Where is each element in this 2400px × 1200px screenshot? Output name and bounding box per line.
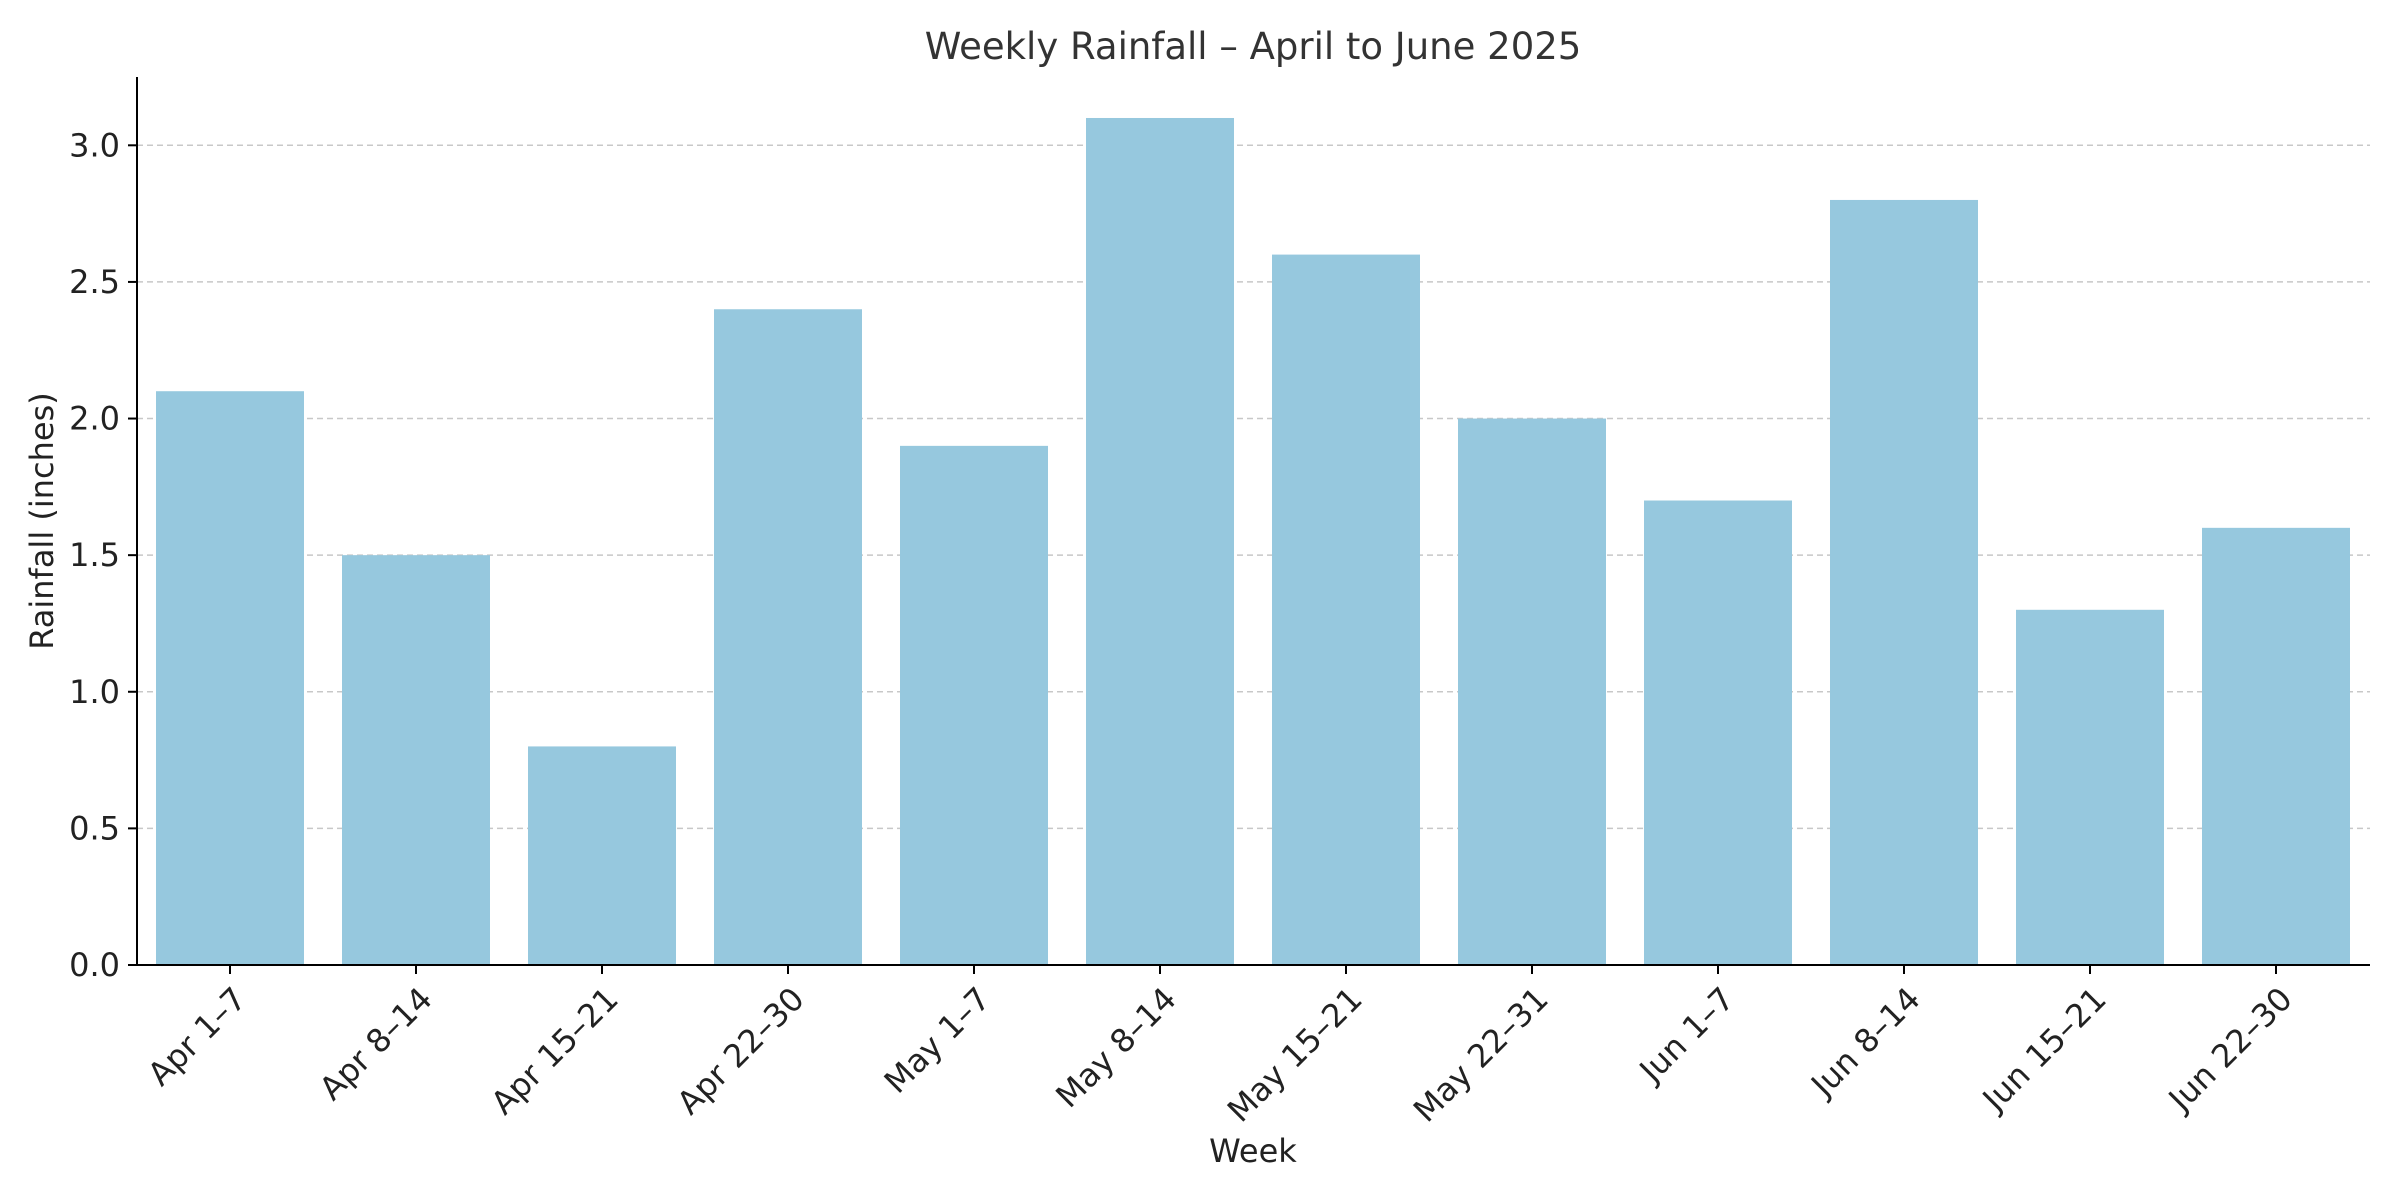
bar	[528, 746, 676, 965]
x-axis-label: Week	[1209, 1132, 1297, 1170]
y-tick-label: 0.0	[69, 946, 120, 984]
bar	[1830, 199, 1978, 965]
x-tick-label: Apr 1–7	[140, 980, 253, 1093]
grid-lines	[137, 144, 2370, 830]
x-ticks: Apr 1–7 Apr 8–14 Apr 15–21 Apr 22–30 May 1–7…	[140, 965, 2300, 1130]
x-tick-label: May 8–14	[1048, 980, 1183, 1115]
x-tick-label: May 15–21	[1220, 980, 1370, 1130]
y-ticks: 0.0 0.5 1.0 1.5 2.0 2.5 3.0	[69, 126, 137, 984]
y-axis-label: Rainfall (inches)	[23, 392, 61, 650]
x-tick-label: Apr 8–14	[312, 980, 440, 1108]
bar	[900, 445, 1048, 965]
bar	[1644, 500, 1792, 965]
y-tick-label: 1.0	[69, 673, 120, 711]
bar	[2202, 527, 2350, 965]
bar	[714, 309, 862, 965]
y-tick-label: 2.0	[69, 400, 120, 438]
x-tick-label: Jun 1–7	[1631, 980, 1742, 1091]
bar	[1086, 117, 1234, 965]
chart-title: Weekly Rainfall – April to June 2025	[925, 25, 1582, 68]
y-tick-label: 2.5	[69, 263, 120, 301]
axes	[136, 77, 2370, 966]
x-tick-label: Apr 15–21	[484, 980, 626, 1122]
bar	[342, 555, 490, 965]
y-tick-label: 0.5	[69, 809, 120, 847]
x-tick-label: Jun 22–30	[2160, 980, 2300, 1120]
bars	[156, 117, 2350, 966]
x-tick-label: Jun 15–21	[1974, 980, 2114, 1120]
y-tick-label: 3.0	[69, 126, 120, 164]
x-tick-label: Jun 8–14	[1802, 980, 1927, 1105]
bar	[156, 391, 304, 965]
bar	[2016, 609, 2164, 965]
bar	[1272, 254, 1420, 966]
bar	[1458, 418, 1606, 965]
x-tick-label: May 22–31	[1406, 980, 1556, 1130]
x-tick-label: Apr 22–30	[670, 980, 812, 1122]
y-tick-label: 1.5	[69, 536, 120, 574]
x-tick-label: May 1–7	[877, 980, 998, 1101]
